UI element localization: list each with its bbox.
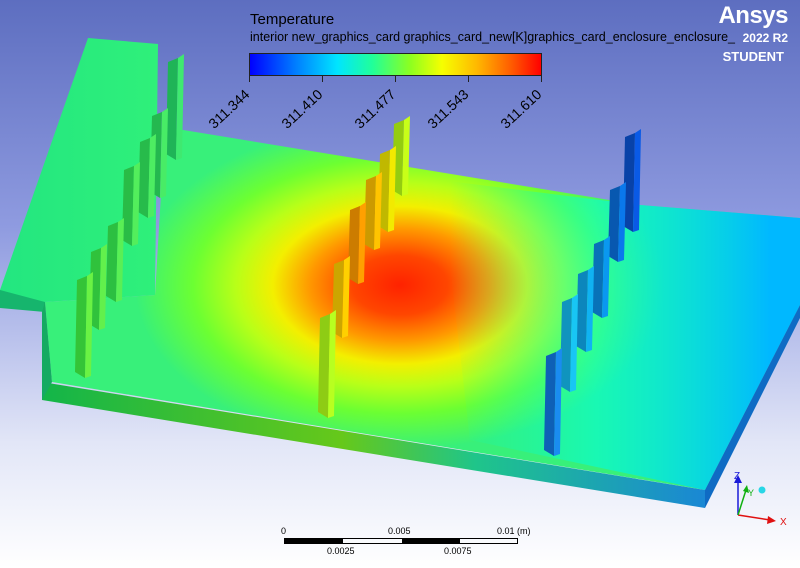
- scale-segment: [285, 539, 343, 543]
- enclosure-left-wall: [42, 302, 52, 400]
- heat-sink-fin: [85, 272, 93, 378]
- ansys-brand: Ansys 2022 R2 STUDENT: [718, 2, 788, 64]
- version-label: 2022 R2: [742, 31, 788, 45]
- z-axis-label: Z: [734, 471, 740, 482]
- scale-label: 0.01 (m): [497, 526, 531, 536]
- heat-sink-fin-side: [592, 240, 604, 318]
- y-axis-label: Y: [748, 488, 754, 498]
- heat-sink-fin: [99, 244, 107, 330]
- heat-sink-fin: [388, 146, 396, 232]
- heat-sink-fin-side: [122, 166, 134, 246]
- legend-tick-mark: [249, 76, 250, 82]
- x-axis-line: [737, 514, 771, 521]
- heat-sink-fins: [75, 54, 641, 456]
- enclosure-plate-cool-region: [440, 180, 800, 490]
- heat-sink-fin-side: [106, 222, 118, 302]
- scale-label: 0.005: [388, 526, 411, 536]
- legend-title: Temperature: [250, 11, 335, 28]
- axis-triad[interactable]: Z Y X: [728, 470, 798, 530]
- heat-sink-fin: [570, 294, 578, 392]
- x-axis-label: X: [780, 517, 787, 528]
- heat-sink-fin: [618, 182, 626, 262]
- x-axis-arrow: [767, 516, 776, 524]
- heat-sink-fin-side: [138, 138, 150, 218]
- heat-sink-fin: [148, 134, 156, 218]
- heat-sink-fin: [633, 129, 641, 232]
- legend-tick-mark: [395, 76, 396, 82]
- heat-sink-fin-side: [348, 206, 360, 284]
- heat-sink-fin-side: [318, 314, 330, 418]
- scale-label: 0: [281, 526, 287, 536]
- legend-variable-location: interior new_graphics_card graphics_card…: [250, 30, 736, 44]
- enclosure-right-wall: [705, 305, 800, 508]
- length-scale-bar: [284, 538, 518, 544]
- scale-label: 0.0025: [327, 546, 355, 556]
- heat-sink-fin-side: [608, 186, 620, 262]
- heat-sink-fin: [116, 218, 124, 302]
- heat-sink-fin: [602, 236, 610, 318]
- heat-sink-fin: [554, 348, 562, 456]
- heat-sink-fin: [132, 162, 140, 246]
- heat-sink-fin-side: [623, 133, 635, 232]
- heat-sink-fin-side: [560, 298, 572, 392]
- triad-sphere-icon: [758, 486, 766, 494]
- edition-label: STUDENT: [722, 49, 784, 64]
- heat-sink-fin: [176, 54, 184, 160]
- y-axis-line: [737, 489, 747, 516]
- heat-sink-fin: [342, 256, 350, 338]
- y-axis-arrow: [743, 485, 749, 493]
- legend-colorbar: [249, 53, 542, 76]
- heat-sink-fin-side: [378, 150, 390, 232]
- heat-sink-fin-side: [544, 352, 556, 456]
- scale-segment: [402, 539, 460, 543]
- heat-sink-fin-side: [166, 58, 178, 160]
- legend-tick-mark: [322, 76, 323, 82]
- heat-sink-fin-side: [364, 176, 376, 250]
- heat-sink-fin: [358, 202, 366, 284]
- enclosure-front-wall: [42, 382, 705, 508]
- heat-sink-fin-side: [75, 276, 87, 378]
- heat-sink-fin-side: [576, 270, 588, 352]
- scale-label: 0.0075: [444, 546, 472, 556]
- z-axis-arrow: [734, 475, 742, 483]
- ansys-logo: Ansys: [718, 2, 788, 29]
- heat-sink-fin: [328, 310, 336, 418]
- heat-sink-fin: [586, 266, 594, 352]
- legend-tick-mark: [468, 76, 469, 82]
- left-extension-front: [0, 290, 45, 312]
- legend-tick-mark: [541, 76, 542, 82]
- heat-sink-fin: [402, 116, 410, 196]
- heat-sink-fin: [160, 108, 168, 198]
- heat-sink-fin: [374, 172, 382, 250]
